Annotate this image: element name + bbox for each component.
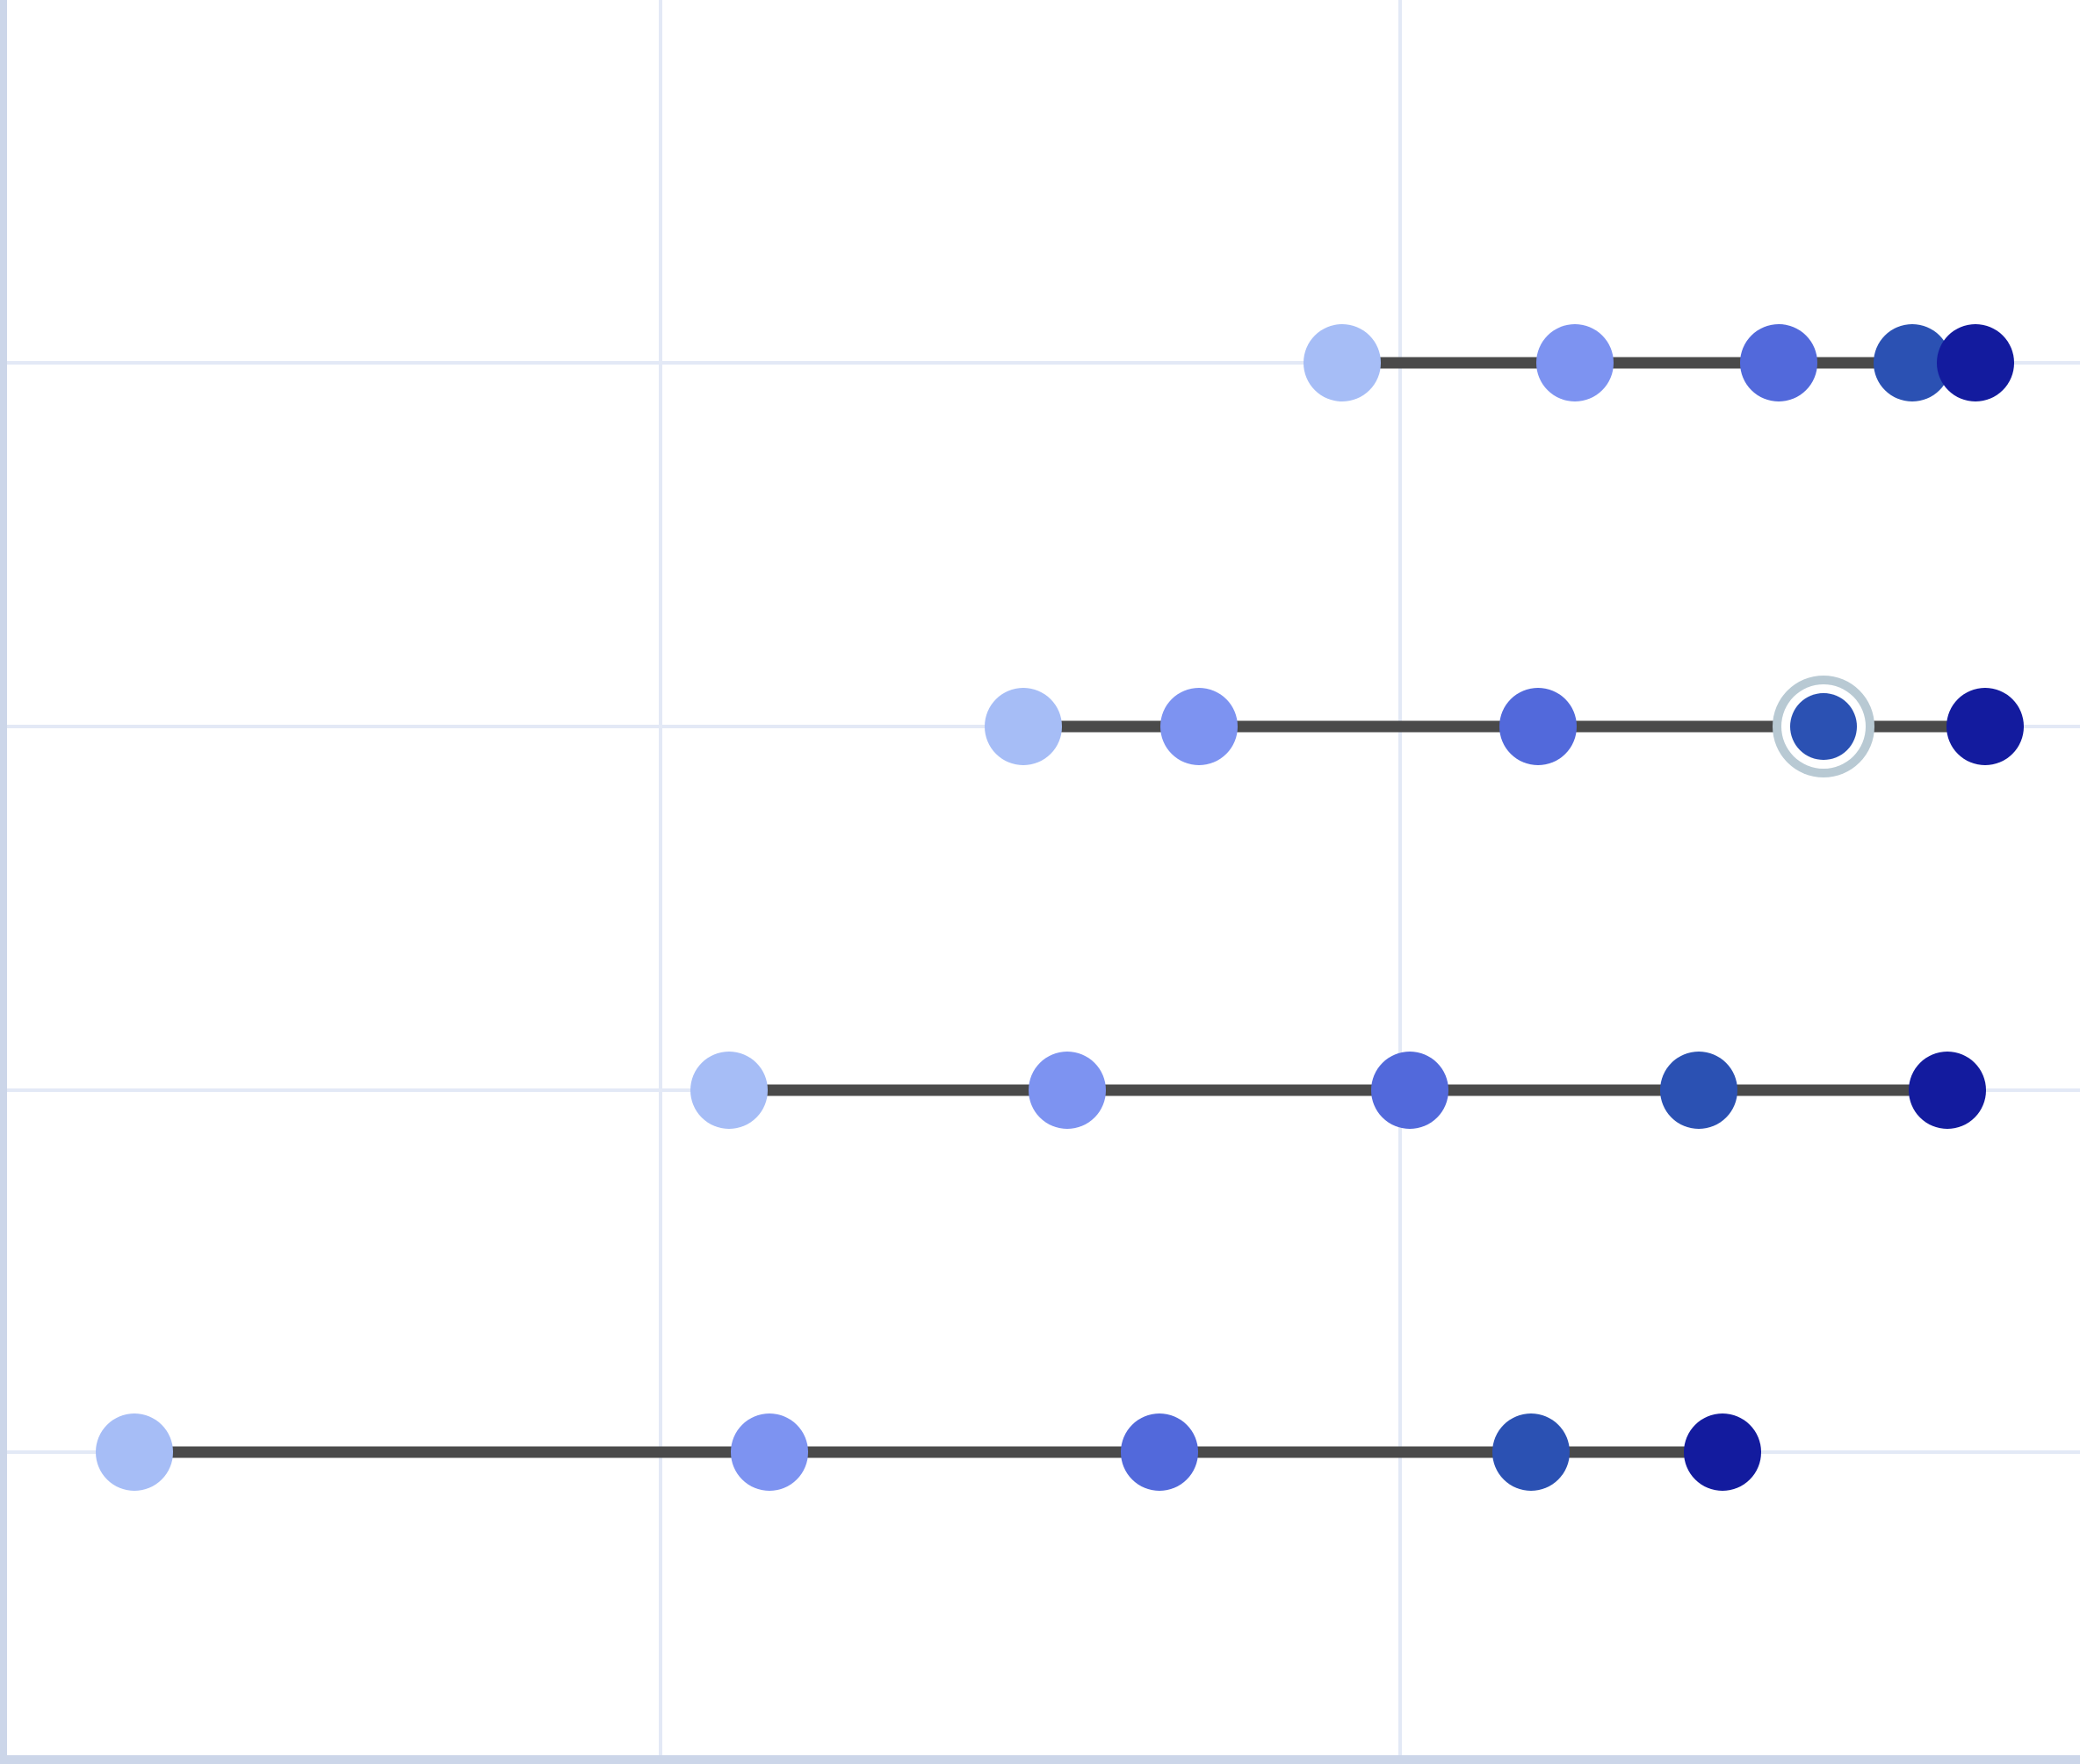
bottom-axis-border bbox=[0, 1755, 2080, 1764]
series-layer bbox=[96, 324, 2024, 1491]
data-dot-blue-1-lightest[interactable] bbox=[96, 1413, 173, 1491]
dot-row-1 bbox=[1304, 324, 2014, 401]
left-axis-border bbox=[0, 0, 7, 1764]
data-dot-blue-3[interactable] bbox=[1499, 688, 1577, 765]
dot-row-2 bbox=[985, 676, 2024, 777]
data-dot-blue-3[interactable] bbox=[1740, 324, 1817, 401]
data-dot-blue-2[interactable] bbox=[1029, 1052, 1106, 1129]
data-dot-blue-1-lightest[interactable] bbox=[1304, 324, 1381, 401]
data-dot-blue-5-darkest[interactable] bbox=[1946, 688, 2024, 765]
data-dot-blue-2[interactable] bbox=[731, 1413, 808, 1491]
data-dot-blue-2[interactable] bbox=[1536, 324, 1614, 401]
data-dot-blue-4[interactable] bbox=[1660, 1052, 1737, 1129]
data-dot-blue-3[interactable] bbox=[1371, 1052, 1448, 1129]
data-dot-blue-4[interactable] bbox=[1874, 324, 1951, 401]
data-dot-blue-5-darkest[interactable] bbox=[1909, 1052, 1986, 1129]
data-dot-blue-5-darkest[interactable] bbox=[1937, 324, 2014, 401]
data-dot-highlighted[interactable] bbox=[1790, 693, 1857, 760]
data-dot-blue-1-lightest[interactable] bbox=[985, 688, 1062, 765]
data-dot-blue-5-darkest[interactable] bbox=[1684, 1413, 1761, 1491]
dot-row-4 bbox=[96, 1413, 1761, 1491]
data-dot-blue-3[interactable] bbox=[1121, 1413, 1198, 1491]
data-dot-blue-2[interactable] bbox=[1160, 688, 1238, 765]
dot-row-3 bbox=[690, 1052, 1986, 1129]
data-dot-blue-4[interactable] bbox=[1492, 1413, 1570, 1491]
data-dot-blue-1-lightest[interactable] bbox=[690, 1052, 768, 1129]
